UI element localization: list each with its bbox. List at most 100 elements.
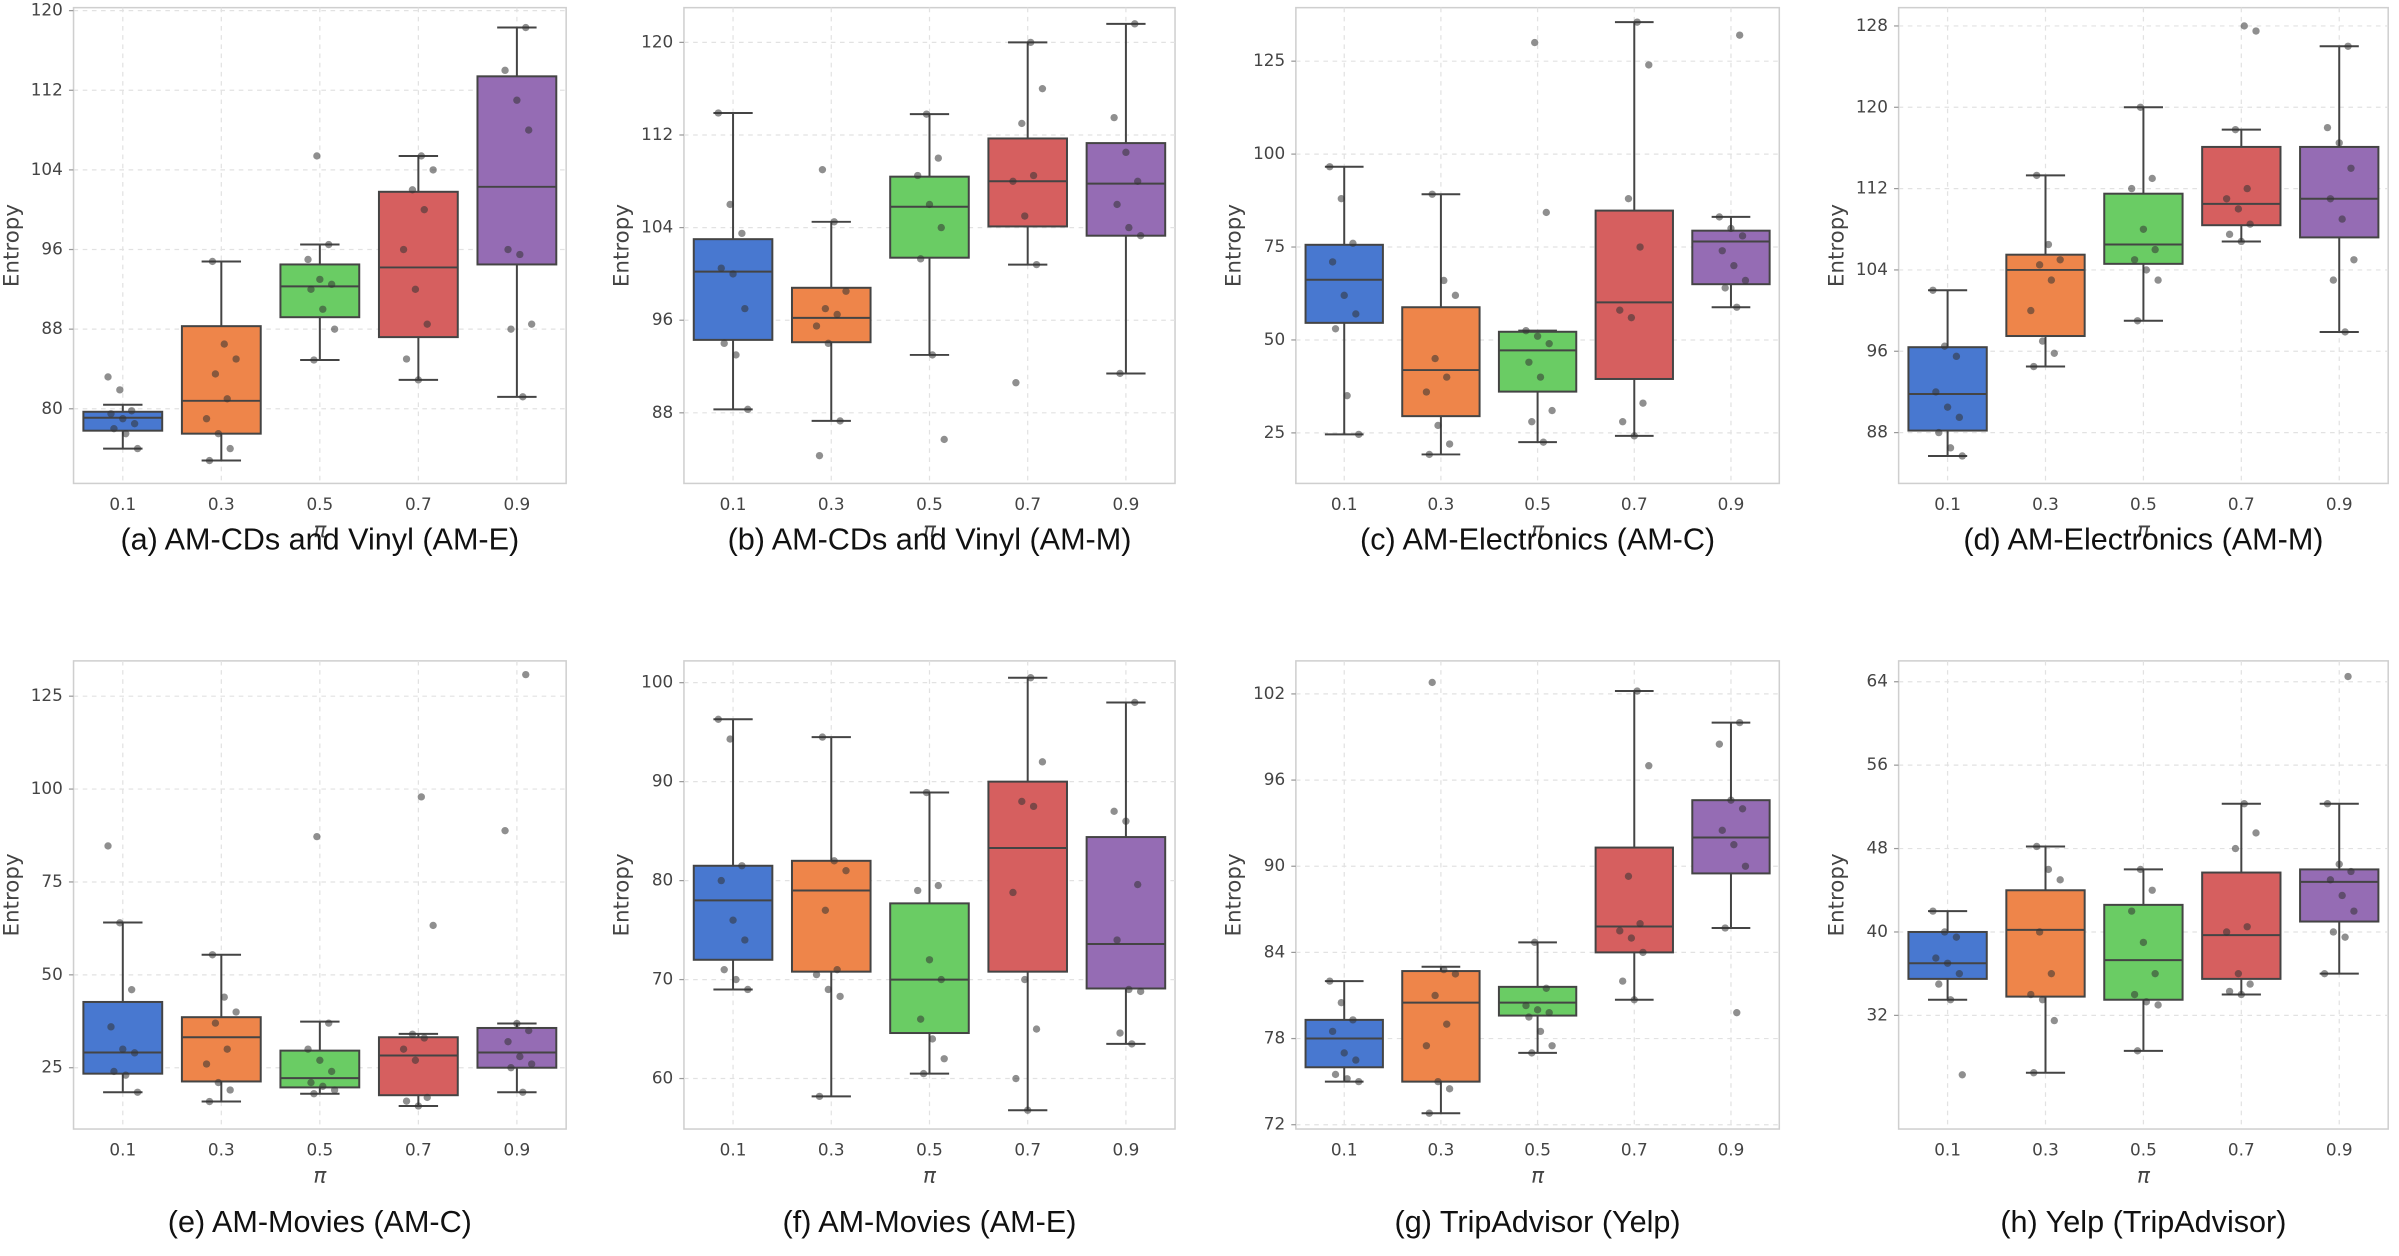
point (1715, 740, 1724, 748)
point (420, 206, 428, 214)
point (1355, 430, 1363, 439)
caption: (d) AM-Electronics (AM-M) (1963, 523, 2323, 557)
box (790, 286, 872, 344)
y-tick-label: 96 (1867, 340, 1888, 360)
point (1721, 284, 1729, 292)
x-tick-label: 0.3 (208, 494, 235, 514)
point (916, 1015, 925, 1023)
point (2326, 876, 2335, 884)
point (836, 992, 844, 1001)
point (1522, 326, 1530, 335)
y-tick-label: 104 (1856, 259, 1888, 279)
point (223, 395, 231, 403)
point (1337, 195, 1345, 203)
point (1542, 208, 1550, 217)
point (2136, 865, 2145, 874)
point (1340, 291, 1348, 300)
point (1331, 325, 1340, 333)
point (2133, 317, 2142, 325)
point (2154, 1001, 2162, 1009)
y-tick-label: 78 (1264, 1028, 1285, 1048)
x-axis-label: π (2137, 518, 2151, 543)
point (133, 1088, 142, 1096)
point (738, 229, 746, 238)
point (940, 1055, 948, 1063)
point (1525, 358, 1533, 366)
point (2335, 860, 2343, 868)
y-tick-label: 128 (1856, 15, 1888, 35)
point (2047, 276, 2056, 284)
x-tick-label: 0.5 (2130, 1139, 2157, 1159)
point (2237, 237, 2245, 246)
point (1741, 862, 1750, 870)
x-axis-label: π (2137, 1163, 2151, 1188)
point (1122, 817, 1130, 825)
point (729, 916, 737, 924)
y-tick-label: 25 (41, 1057, 62, 1077)
point (720, 966, 728, 974)
point (2047, 970, 2056, 978)
point (1624, 195, 1633, 203)
point (1349, 239, 1357, 247)
x-tick-label: 0.7 (2228, 494, 2255, 514)
point (232, 355, 240, 363)
y-tick-label: 96 (41, 239, 62, 259)
y-axis-label: Entropy (1222, 204, 1247, 288)
x-tick-label: 0.3 (2032, 1139, 2059, 1159)
y-tick-label: 112 (1856, 178, 1888, 198)
point (1548, 406, 1556, 415)
point (2243, 923, 2251, 931)
y-axis-label: Entropy (0, 204, 24, 288)
box (692, 238, 774, 341)
point (2344, 672, 2352, 681)
point (527, 1060, 536, 1068)
x-tick-label: 0.7 (405, 1139, 432, 1159)
point (2130, 990, 2139, 999)
point (1134, 880, 1142, 889)
point (1630, 996, 1638, 1004)
y-tick-label: 112 (641, 124, 673, 144)
point (2347, 164, 2355, 172)
point (830, 218, 838, 226)
y-tick-label: 64 (1867, 671, 1888, 691)
point (1024, 1106, 1032, 1114)
point (330, 1086, 339, 1094)
x-axis-label: π (313, 518, 327, 543)
point (1715, 213, 1724, 221)
point (208, 951, 217, 959)
point (1730, 261, 1738, 270)
point (1636, 920, 1644, 928)
point (2133, 1047, 2142, 1055)
point (1113, 936, 1121, 944)
point (1443, 1020, 1451, 1028)
point (205, 1097, 214, 1106)
point (1038, 758, 1047, 766)
point (1131, 20, 1139, 28)
point (1946, 444, 1955, 452)
point (1718, 826, 1726, 835)
point (1128, 1040, 1136, 1048)
point (130, 1049, 139, 1057)
point (2050, 1016, 2058, 1025)
x-tick-label: 0.1 (720, 1139, 747, 1159)
x-axis-label: π (313, 1163, 327, 1188)
box (1691, 229, 1771, 286)
caption: (h) Yelp (TripAdvisor) (2000, 1205, 2286, 1239)
point (513, 96, 521, 104)
point (214, 1078, 223, 1087)
x-tick-label: 0.5 (916, 494, 943, 514)
point (1422, 388, 1431, 396)
point (119, 1045, 127, 1053)
caption: (b) AM-CDs and Vinyl (AM-M) (728, 523, 1132, 557)
point (116, 386, 124, 394)
point (527, 320, 536, 328)
point (522, 23, 530, 32)
point (1533, 1006, 1542, 1014)
point (1029, 171, 1038, 180)
caption: (e) AM-Movies (AM-C) (168, 1205, 472, 1239)
point (830, 857, 838, 865)
point (928, 1035, 937, 1043)
point (1525, 1013, 1533, 1021)
point (1536, 1027, 1545, 1036)
point (2323, 800, 2332, 808)
